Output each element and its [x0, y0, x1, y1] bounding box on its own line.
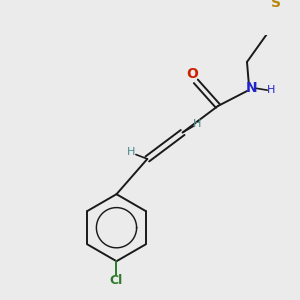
Text: H: H — [193, 119, 201, 129]
Text: H: H — [267, 85, 275, 95]
Text: O: O — [186, 67, 198, 81]
Text: H: H — [127, 147, 136, 157]
Text: S: S — [271, 0, 281, 10]
Text: N: N — [246, 81, 257, 95]
Text: Cl: Cl — [110, 274, 123, 287]
